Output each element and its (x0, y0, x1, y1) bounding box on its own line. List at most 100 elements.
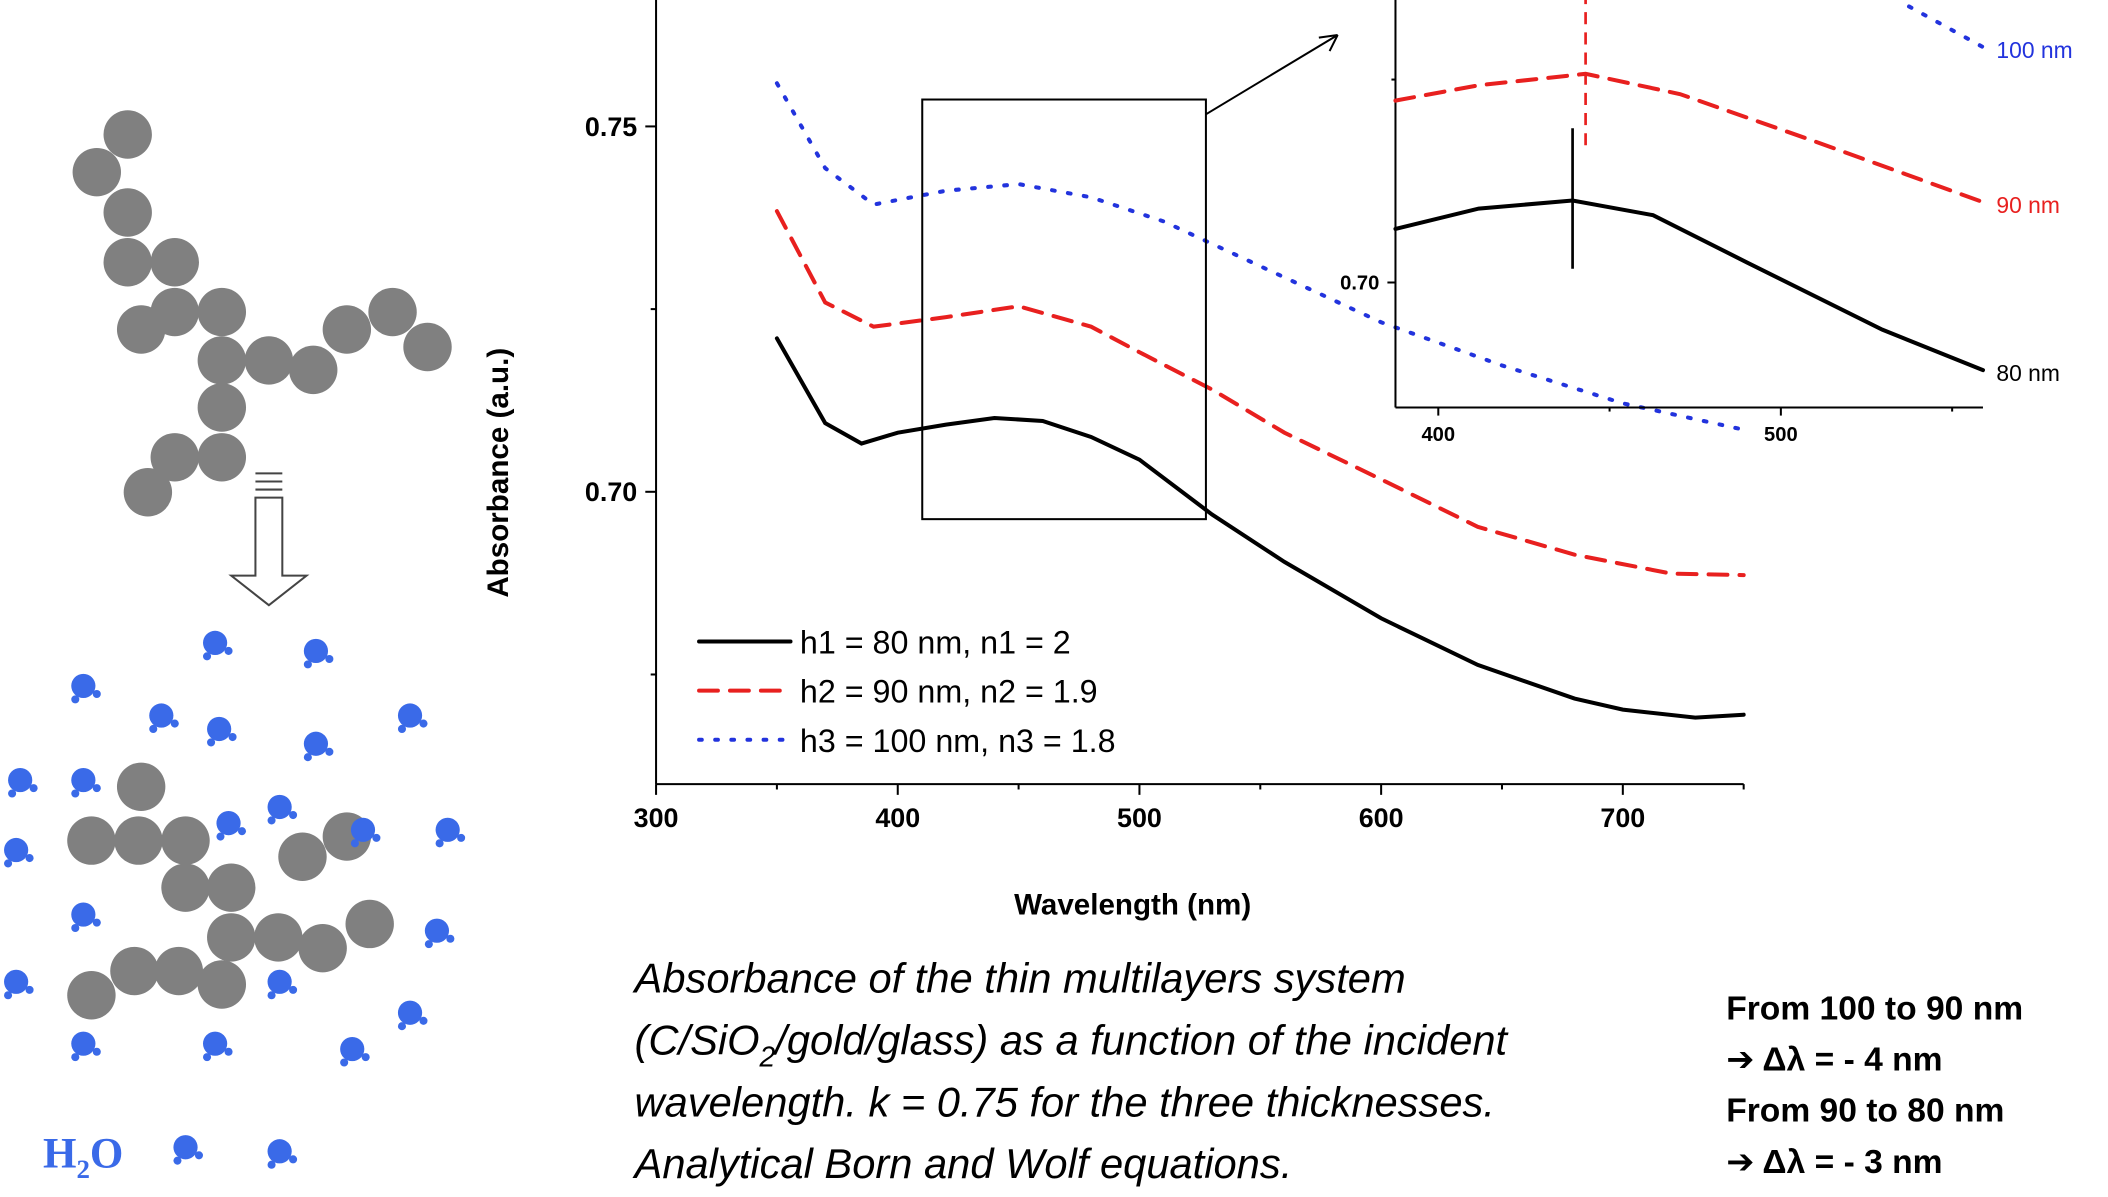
water-h (92, 689, 101, 699)
water-h (71, 1053, 80, 1062)
water-molecule (4, 969, 29, 994)
particle (244, 336, 294, 385)
particle (298, 923, 347, 973)
water-molecule (424, 918, 450, 943)
note: ➔ Δλ = - 3 nm (1726, 1144, 1942, 1181)
water-h (92, 784, 101, 793)
particle (110, 946, 159, 996)
particle (197, 433, 247, 482)
water-molecule (267, 1139, 292, 1164)
legend-label: h1 = 80 nm, n1 = 2 (800, 625, 1071, 661)
water-label: H2O (43, 1130, 123, 1184)
water-h (340, 1058, 349, 1067)
water-h (303, 660, 312, 669)
legend-label: h3 = 100 nm, n3 = 1.8 (800, 723, 1116, 759)
caption-line: wavelength. k = 0.75 for the three thick… (635, 1078, 1495, 1125)
particle (103, 238, 152, 287)
water-h (435, 839, 444, 848)
particle (197, 960, 247, 1009)
water-h (170, 719, 179, 728)
water-h (25, 985, 34, 994)
water-molecule (267, 969, 292, 994)
molecule-diagram (4, 110, 466, 1169)
down-arrow (228, 472, 310, 607)
particle (67, 971, 116, 1020)
water-molecule (4, 837, 29, 863)
y-tick-label: 0.70 (1340, 273, 1379, 295)
water-h (71, 789, 80, 798)
water-h (71, 695, 80, 704)
water-h (194, 1151, 204, 1160)
water-molecule (71, 673, 96, 699)
water-h (397, 1022, 407, 1031)
x-tick-label: 400 (875, 803, 920, 833)
water-h (228, 732, 237, 742)
particle (207, 863, 256, 912)
water-h (325, 654, 334, 664)
water-h (29, 784, 38, 793)
series-label: 100 nm (1996, 37, 2072, 63)
particle (123, 468, 173, 517)
water-molecule (397, 703, 423, 728)
water-molecule (340, 1036, 365, 1062)
water-molecule (216, 811, 241, 836)
caption-part: (C/SiO (635, 1016, 760, 1063)
water-h (289, 1155, 298, 1164)
particle (197, 287, 247, 337)
water-h (92, 1047, 101, 1056)
water-h (372, 833, 381, 842)
water-h (325, 747, 334, 756)
water-molecule (71, 767, 96, 793)
x-tick-label: 400 (1421, 424, 1455, 446)
x-tick-label: 300 (634, 803, 679, 833)
water-sub: 2 (76, 1154, 89, 1184)
water-molecule (203, 1031, 228, 1056)
caption-line: Analytical Born and Wolf equations. (632, 1140, 1293, 1187)
water-h (207, 738, 216, 747)
water-h (149, 724, 158, 733)
particle (403, 322, 452, 372)
particle (322, 305, 372, 354)
water-h (237, 827, 247, 836)
caption-line: Absorbance of the thin multilayers syste… (632, 955, 1406, 1002)
water-h (267, 1160, 276, 1169)
y-tick-label: 0.70 (585, 477, 637, 507)
water-o: O (90, 1130, 123, 1177)
water-h (25, 854, 34, 863)
water-h (303, 753, 312, 762)
water-h (361, 1053, 370, 1062)
water-h: H (43, 1130, 76, 1177)
series-label: 90 nm (1996, 192, 2059, 218)
water-molecule (350, 817, 376, 842)
water-h (224, 646, 233, 655)
y-axis-label: Absorbance (a.u.) (482, 348, 515, 598)
water-molecule (435, 817, 460, 842)
caption-sub: 2 (759, 1041, 776, 1073)
water-h (419, 1016, 428, 1025)
water-molecule (8, 767, 33, 793)
particle (114, 816, 163, 865)
particle (207, 913, 256, 962)
particle (72, 147, 121, 197)
particle (345, 899, 394, 949)
water-molecule (397, 1000, 423, 1025)
particle (67, 816, 116, 865)
water-h (424, 940, 433, 949)
particle (161, 863, 210, 912)
particle (368, 287, 417, 337)
water-h (203, 1053, 212, 1062)
series-label: 80 nm (1996, 360, 2059, 386)
water-h (289, 985, 298, 994)
particle (154, 946, 204, 996)
water-h (71, 923, 80, 933)
water-h (397, 724, 407, 733)
water-h (173, 1156, 182, 1165)
particle (161, 816, 210, 865)
zoom-arrow (1205, 34, 1339, 116)
water-molecule (303, 731, 329, 756)
water-molecule (149, 703, 174, 728)
water-molecule (71, 1031, 96, 1056)
legend-label: h2 = 90 nm, n2 = 1.9 (800, 674, 1098, 710)
series-line (1393, 71, 1985, 205)
